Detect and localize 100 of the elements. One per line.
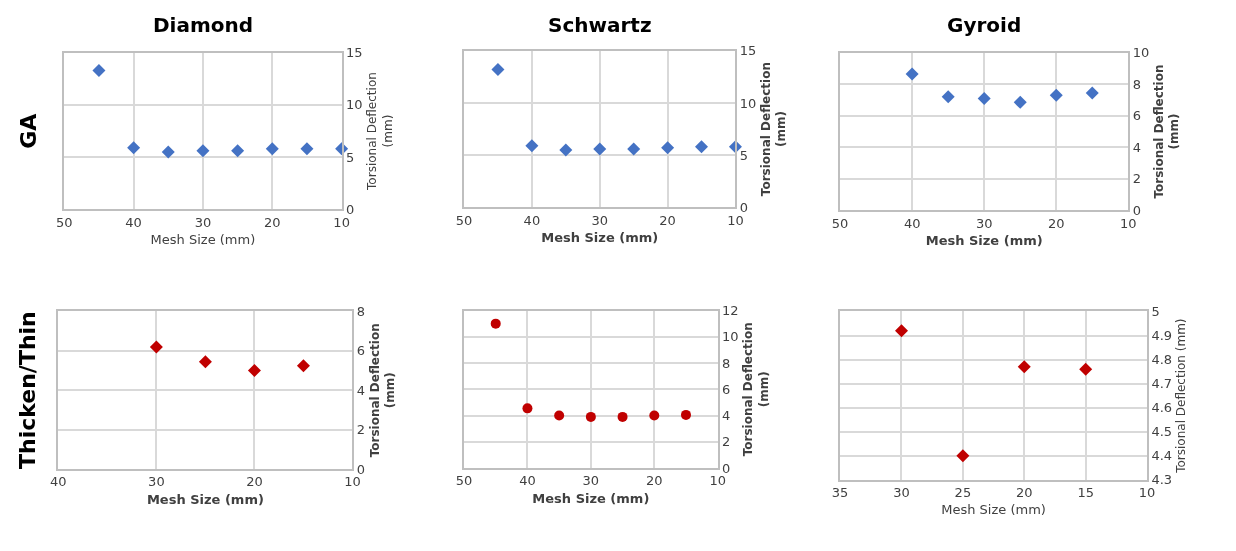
chart-title: Gyroid — [947, 13, 1022, 37]
x-tick-label: 40 — [125, 214, 142, 230]
y-tick-label: 5 — [345, 149, 355, 165]
x-tick-label: 15 — [1077, 485, 1094, 501]
x-tick-label: 50 — [455, 212, 473, 228]
x-axis-title: Mesh Size (mm) — [532, 490, 650, 506]
point — [265, 142, 279, 156]
point — [161, 145, 175, 159]
y-tick-label: 6 — [1132, 108, 1141, 124]
point — [1013, 95, 1027, 109]
x-tick-label: 20 — [264, 214, 281, 230]
x-axis-title: Mesh Size (mm) — [925, 232, 1043, 248]
x-tick-label: 30 — [893, 485, 910, 501]
x-axis-title: Mesh Size (mm) — [146, 491, 264, 507]
y-axis-title: Torsional Deflection (mm) — [740, 322, 771, 457]
y-tick-label: 4 — [356, 382, 366, 398]
y-axis-title: Torsional Deflection (mm) — [1174, 318, 1189, 474]
point — [522, 403, 533, 414]
x-tick-label: 20 — [246, 474, 263, 490]
point — [593, 142, 607, 156]
y-tick-label: 8 — [722, 355, 731, 371]
point — [585, 411, 596, 422]
x-tick-label: 20 — [1047, 215, 1065, 231]
point — [196, 144, 210, 158]
x-tick-label: 35 — [831, 485, 849, 501]
point — [490, 318, 501, 329]
y-tick-label: 4.9 — [1151, 328, 1173, 344]
point — [559, 143, 573, 157]
y-tick-label: 2 — [722, 434, 731, 450]
y-axis-title: Torsional Deflection (mm) — [1151, 64, 1182, 199]
point — [680, 409, 691, 420]
y-tick-label: 6 — [356, 343, 366, 359]
x-tick-label: 40 — [903, 215, 921, 231]
y-tick-label: 10 — [722, 329, 739, 345]
point — [127, 141, 141, 155]
y-tick-label: 12 — [722, 303, 739, 319]
point — [894, 324, 908, 338]
point — [1017, 360, 1031, 374]
chart-title: Schwartz — [548, 13, 652, 37]
x-tick-label: 50 — [831, 215, 849, 231]
y-tick-label: 4.7 — [1151, 376, 1173, 392]
y-axis-title: Torsional Deflection (mm) — [364, 72, 395, 191]
x-tick-label: 30 — [591, 212, 609, 228]
y-tick-label: 15 — [739, 43, 757, 59]
y-axis-title: Torsional Deflection (mm) — [758, 62, 789, 197]
y-tick-label: 0 — [1132, 202, 1141, 218]
y-tick-label: 15 — [345, 45, 363, 61]
x-tick-label: 30 — [148, 474, 165, 490]
x-tick-label: 30 — [194, 214, 212, 230]
y-tick-label: 0 — [739, 199, 749, 215]
y-tick-label: 10 — [1132, 45, 1150, 61]
y-tick-label: 4.3 — [1151, 472, 1173, 488]
point — [617, 411, 628, 422]
x-tick-label: 20 — [1015, 485, 1033, 501]
point — [941, 90, 955, 104]
y-tick-label: 4.8 — [1151, 352, 1173, 368]
y-tick-label: 4.5 — [1151, 424, 1173, 440]
chart-title: Diamond — [153, 13, 254, 37]
y-tick-label: 10 — [345, 97, 363, 113]
x-axis-title: Mesh Size (mm) — [941, 502, 1046, 518]
y-tick-label: 0 — [722, 460, 731, 476]
y-tick-label: 4 — [722, 408, 731, 424]
y-tick-label: 0 — [345, 201, 355, 217]
x-tick-label: 30 — [582, 473, 600, 489]
text: Thicken/Thin — [15, 311, 41, 470]
x-tick-label: 40 — [519, 473, 536, 489]
point — [1079, 362, 1093, 376]
x-tick-label: 25 — [954, 485, 972, 501]
point — [525, 139, 539, 153]
x-axis-title: Mesh Size (mm) — [150, 231, 256, 247]
y-tick-label: 4 — [1132, 139, 1141, 155]
point — [977, 91, 991, 105]
point — [300, 142, 314, 156]
point — [554, 410, 565, 421]
text: GA — [15, 113, 41, 149]
point — [956, 449, 970, 463]
x-tick-label: 30 — [975, 215, 993, 231]
x-axis-title: Mesh Size (mm) — [541, 229, 659, 245]
point — [296, 359, 310, 373]
y-tick-label: 8 — [356, 304, 366, 320]
x-tick-label: 50 — [455, 473, 473, 489]
point — [231, 144, 245, 158]
point — [491, 63, 505, 77]
y-tick-label: 4.6 — [1151, 400, 1173, 416]
y-tick-label: 5 — [739, 147, 749, 163]
point — [649, 410, 660, 421]
point — [1049, 88, 1063, 102]
x-tick-label: 40 — [523, 212, 541, 228]
point — [661, 141, 675, 155]
point — [1085, 86, 1099, 100]
point — [695, 140, 709, 154]
x-tick-label: 50 — [55, 214, 73, 230]
y-tick-label: 6 — [722, 381, 731, 397]
point — [198, 355, 212, 369]
point — [627, 142, 641, 156]
y-tick-label: 2 — [1132, 171, 1141, 187]
x-tick-label: 20 — [659, 212, 676, 228]
y-tick-label: 5 — [1151, 304, 1160, 320]
point — [92, 63, 106, 77]
point — [149, 340, 163, 354]
